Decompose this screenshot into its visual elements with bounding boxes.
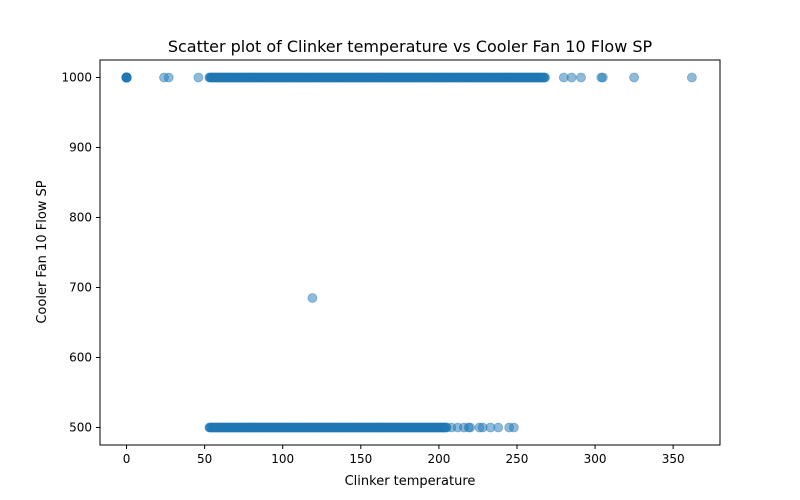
y-tick-label: 800 xyxy=(69,211,92,225)
x-tick-label: 50 xyxy=(197,452,212,466)
y-axis: 500 600 700 800 900 1000 xyxy=(61,71,100,435)
x-axis: 0 50 100 150 200 250 300 350 xyxy=(123,445,685,466)
data-point xyxy=(493,422,504,433)
x-tick-label: 150 xyxy=(349,452,372,466)
x-tick-label: 350 xyxy=(662,452,685,466)
data-point xyxy=(686,72,697,83)
y-axis-title: Cooler Fan 10 Flow SP xyxy=(35,180,50,323)
x-axis-title: Clinker temperature xyxy=(345,474,476,489)
x-tick-label: 250 xyxy=(506,452,529,466)
data-point xyxy=(566,72,577,83)
data-point xyxy=(163,72,174,83)
x-tick-label: 300 xyxy=(584,452,607,466)
data-point xyxy=(540,72,550,83)
x-tick-label: 200 xyxy=(427,452,450,466)
data-point xyxy=(576,72,586,83)
data-point xyxy=(121,72,132,83)
data-point xyxy=(508,422,519,433)
y-tick-label: 600 xyxy=(69,351,92,365)
y-tick-label: 1000 xyxy=(61,71,92,85)
data-point xyxy=(193,72,204,83)
data-point xyxy=(597,72,608,83)
data-point xyxy=(307,293,318,303)
chart-title: Scatter plot of Clinker temperature vs C… xyxy=(168,37,653,56)
y-tick-label: 500 xyxy=(69,421,92,435)
x-tick-label: 100 xyxy=(271,452,294,466)
plot-frame xyxy=(99,59,721,446)
points-layer xyxy=(121,72,697,433)
x-tick-label: 0 xyxy=(123,452,131,466)
y-tick-label: 700 xyxy=(69,281,92,295)
data-point xyxy=(465,422,476,433)
y-tick-label: 900 xyxy=(69,141,92,155)
data-point xyxy=(629,72,640,83)
